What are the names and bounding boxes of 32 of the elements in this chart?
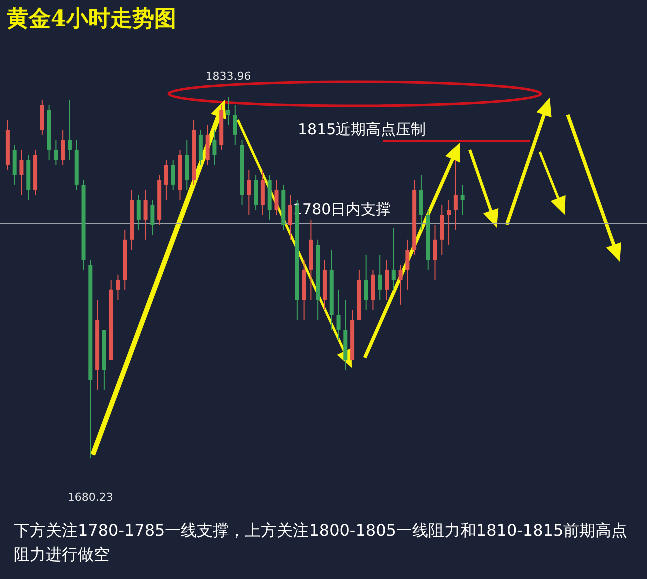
candlestick: [385, 260, 390, 301]
chart-title: 黄金4小时走势图: [7, 5, 176, 34]
ref-line-label: 1815近期高点压制: [298, 120, 426, 139]
candlestick: [288, 194, 293, 240]
candlestick: [336, 289, 341, 340]
candlestick: [226, 96, 230, 126]
candlestick: [398, 264, 403, 306]
candlestick: [116, 274, 120, 301]
candlestick: [406, 239, 410, 290]
candlestick: [136, 194, 141, 231]
candlestick: [454, 160, 458, 231]
candlestick: [212, 130, 217, 166]
candlestick: [150, 199, 155, 236]
candlestick: [164, 160, 168, 200]
candlestick: [364, 254, 368, 311]
annotation: 1833.96: [206, 70, 252, 83]
text: 下方关注1780-1785一线支撑，上方关注1800-1805一线阻力和1810-1815前期高点阻力进行做空: [14, 520, 629, 566]
candlestick: [20, 149, 24, 196]
candlestick: [392, 227, 396, 290]
candlestick: [54, 140, 58, 166]
candlestick: [144, 190, 148, 240]
annotation: 1680.23: [68, 491, 114, 504]
candlestick: [460, 184, 465, 216]
candlestick: [447, 199, 452, 246]
candlestick: [274, 180, 279, 216]
candlestick: [233, 104, 238, 146]
candlestick: [171, 160, 176, 191]
candlestick: [247, 169, 252, 216]
candlestick: [61, 130, 66, 166]
candlestick: [433, 224, 438, 281]
candlestick: [378, 254, 382, 301]
candlestick: [68, 99, 72, 161]
